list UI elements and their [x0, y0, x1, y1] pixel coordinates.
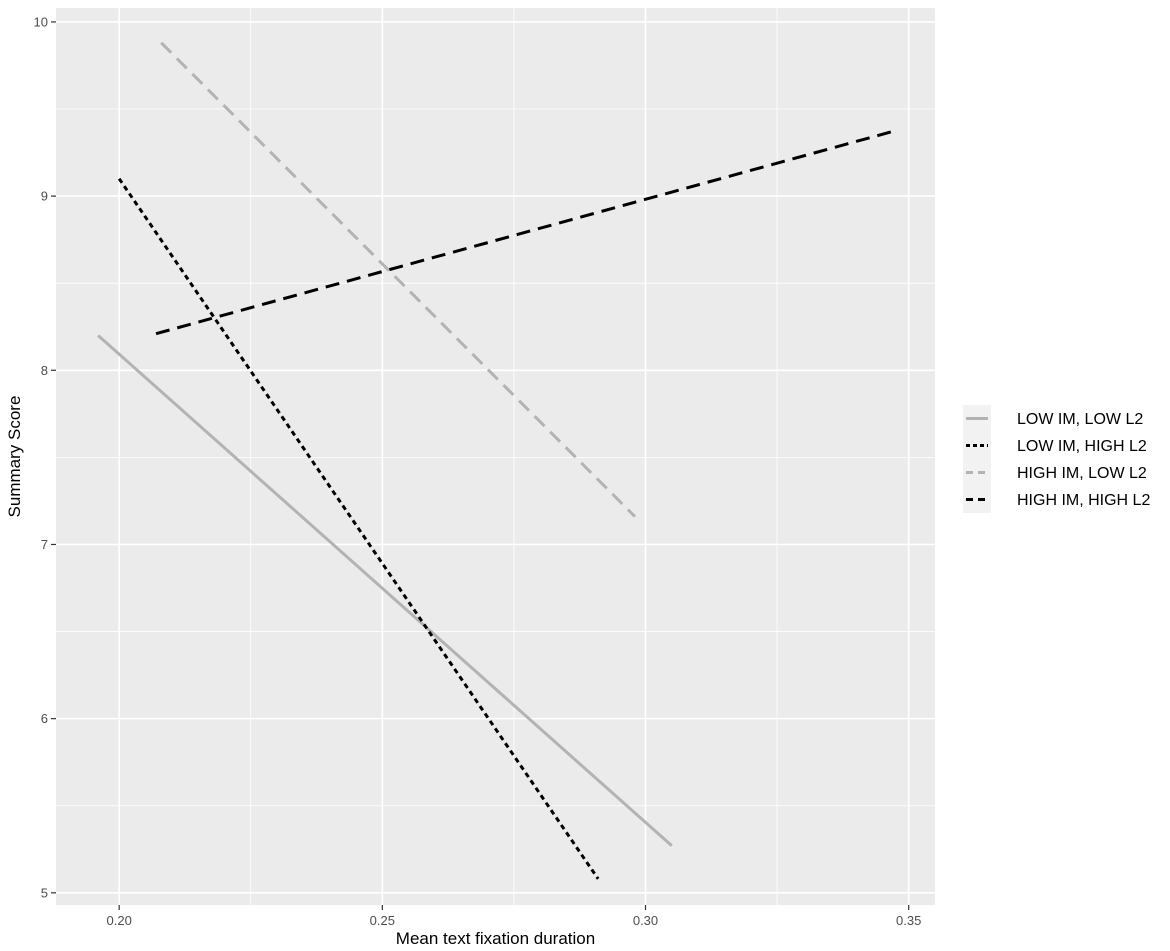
legend-label-3: HIGH IM, LOW L2 — [1017, 465, 1147, 482]
grid-lines — [56, 8, 935, 905]
series-line-2 — [117, 177, 600, 880]
x-tick-label: 0.25 — [370, 913, 395, 928]
x-axis-title: Mean text fixation duration — [396, 929, 595, 948]
x-axis-ticks: 0.20 0.25 0.30 0.35 — [107, 905, 921, 928]
y-axis-ticks: 5 6 7 8 9 10 — [34, 14, 56, 900]
legend-label-4: HIGH IM, HIGH L2 — [1017, 492, 1150, 509]
y-tick-label: 8 — [41, 363, 48, 378]
y-tick-label: 6 — [41, 711, 48, 726]
y-tick-label: 9 — [41, 189, 48, 204]
legend-label-2: LOW IM, HIGH L2 — [1017, 438, 1147, 455]
y-tick-label: 7 — [41, 537, 48, 552]
y-tick-label: 10 — [34, 14, 48, 29]
x-tick-label: 0.20 — [107, 913, 132, 928]
y-tick-label: 5 — [41, 885, 48, 900]
x-tick-label: 0.30 — [633, 913, 658, 928]
series-line-4 — [155, 128, 899, 336]
series-lines — [97, 41, 899, 880]
y-axis-title: Summary Score — [5, 396, 24, 518]
plot-panel — [56, 8, 935, 905]
legend: LOW IM, LOW L2 LOW IM, HIGH L2 HIGH IM, LO… — [963, 405, 1150, 513]
x-tick-label: 0.35 — [896, 913, 921, 928]
series-line-1 — [97, 334, 673, 847]
series-line-3 — [160, 41, 637, 518]
legend-label-1: LOW IM, LOW L2 — [1017, 411, 1143, 428]
